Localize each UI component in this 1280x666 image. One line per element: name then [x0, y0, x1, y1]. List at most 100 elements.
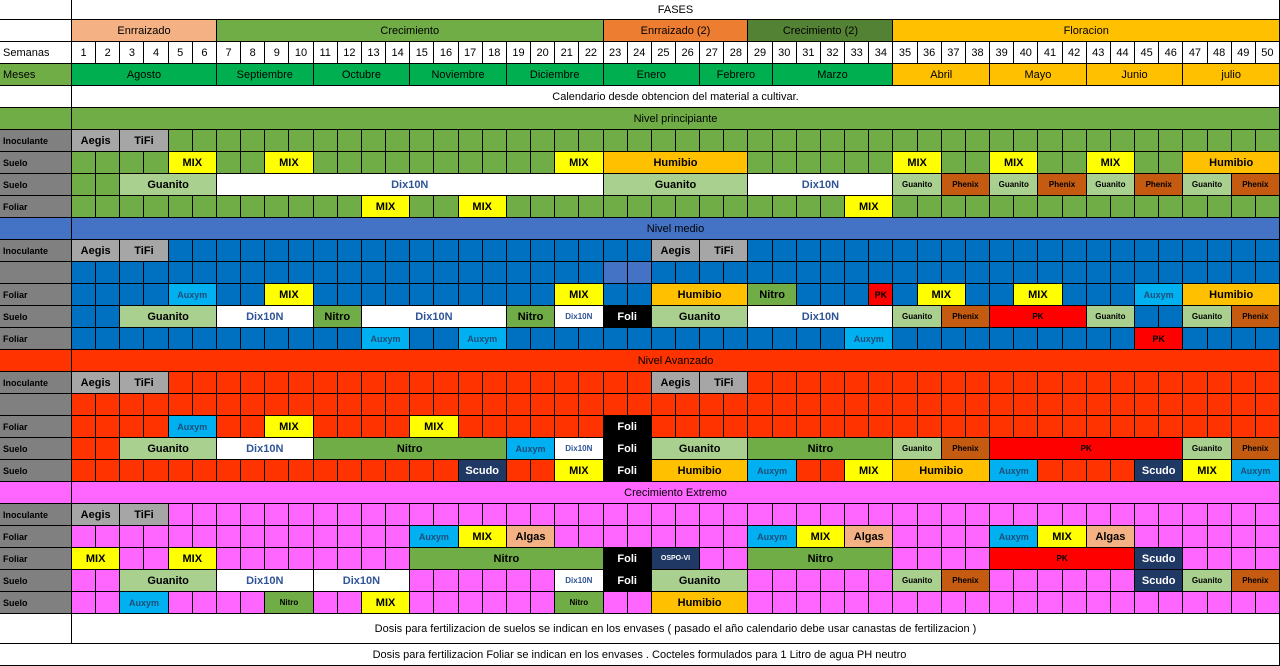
- bar-auxym: Auxym: [361, 328, 411, 350]
- bar-dix10n: Dix10N: [748, 174, 894, 196]
- grid-cell: [506, 416, 532, 438]
- month-febrero: Febrero: [700, 64, 773, 86]
- grid-cell: [1086, 504, 1111, 526]
- grid-cell: [1038, 262, 1063, 284]
- grid-cell: [965, 262, 991, 284]
- grid-cell: [1135, 416, 1160, 438]
- bar-nitro: Nitro: [410, 548, 604, 570]
- bar-mix: MIX: [893, 152, 942, 174]
- grid-cell: [361, 416, 387, 438]
- grid-cell: [1135, 592, 1160, 614]
- bar-mix: MIX: [361, 196, 411, 218]
- week-number: 13: [361, 42, 387, 64]
- bar-guanito: Guanito: [893, 174, 942, 196]
- week-number: 14: [386, 42, 411, 64]
- bar-phenix: Phenix: [1231, 174, 1280, 196]
- grid-cell: [917, 592, 942, 614]
- grid-cell: [72, 306, 97, 328]
- grid-cell: [482, 152, 507, 174]
- grid-cell: [506, 152, 532, 174]
- grid-cell: [168, 328, 193, 350]
- grid-cell: [1062, 262, 1087, 284]
- grid-cell: [289, 548, 314, 570]
- grid-cell: [1135, 262, 1160, 284]
- section-title: Nivel principiante: [72, 108, 1280, 130]
- week-number: 16: [434, 42, 459, 64]
- grid-cell: [941, 394, 966, 416]
- bar-guanito: Guanito: [1183, 174, 1232, 196]
- bar-auxym: Auxym: [748, 526, 797, 548]
- grid-cell: [1183, 416, 1208, 438]
- grid-cell: [144, 416, 169, 438]
- grid-cell: [579, 504, 604, 526]
- row-label: Foliar: [0, 284, 72, 306]
- week-number: 17: [458, 42, 483, 64]
- grid-cell: [386, 152, 411, 174]
- grid-cell: [555, 504, 580, 526]
- grid-cell: [917, 504, 942, 526]
- grid-cell: [265, 262, 290, 284]
- grid-cell: [144, 526, 169, 548]
- grid-cell: [603, 196, 628, 218]
- grid-cell: [410, 504, 435, 526]
- grid-cell: [1183, 592, 1208, 614]
- grid-cell: [1159, 372, 1184, 394]
- bar-dix10n: Dix10N: [216, 438, 314, 460]
- grid-cell: [1062, 152, 1087, 174]
- grid-cell: [313, 526, 338, 548]
- grid-cell: [168, 130, 193, 152]
- bar-guanito: Guanito: [651, 438, 749, 460]
- bar-mix: MIX: [555, 460, 604, 482]
- calendar-note: Calendario desde obtencion del material …: [72, 86, 1280, 108]
- bar-mix: MIX: [72, 548, 121, 570]
- bar-mix: MIX: [990, 152, 1039, 174]
- bar-pk: PK: [990, 438, 1184, 460]
- grid-cell: [965, 504, 991, 526]
- bar-mix: MIX: [1014, 284, 1063, 306]
- grid-cell: [1062, 372, 1087, 394]
- grid-cell: [748, 130, 773, 152]
- grid-cell: [120, 152, 145, 174]
- grid-cell: [192, 526, 217, 548]
- grid-cell: [241, 328, 266, 350]
- grid-cell: [1231, 130, 1256, 152]
- grid-cell: [458, 372, 483, 394]
- grid-cell: [313, 284, 338, 306]
- week-number: 29: [748, 42, 773, 64]
- grid-cell: [1183, 240, 1208, 262]
- grid-cell: [772, 504, 797, 526]
- grid-cell: [555, 526, 580, 548]
- grid-cell: [676, 328, 701, 350]
- grid-cell: [1231, 394, 1256, 416]
- grid-cell: [72, 284, 97, 306]
- grid-cell: [724, 130, 749, 152]
- bar-tifi: TiFi: [120, 372, 169, 394]
- row-label: Foliar: [0, 196, 72, 218]
- grid-cell: [531, 328, 556, 350]
- row-label: Suelo: [0, 438, 72, 460]
- grid-cell: [410, 328, 435, 350]
- week-number: 6: [192, 42, 217, 64]
- grid-cell: [1255, 328, 1280, 350]
- week-number: 25: [651, 42, 676, 64]
- grid-cell: [965, 592, 991, 614]
- grid-cell: [651, 416, 676, 438]
- grid-cell: [845, 504, 870, 526]
- grid-cell: [748, 262, 773, 284]
- grid-cell: [265, 372, 290, 394]
- grid-cell: [772, 240, 797, 262]
- grid-cell: [96, 196, 121, 218]
- month-junio: Junio: [1086, 64, 1184, 86]
- grid-cell: [579, 526, 604, 548]
- grid-cell: [820, 284, 846, 306]
- bar-phenix: Phenix: [1038, 174, 1087, 196]
- grid-cell: [676, 394, 701, 416]
- grid-cell: [96, 328, 121, 350]
- grid-cell: [965, 328, 991, 350]
- grid-cell: [772, 416, 797, 438]
- grid-cell: [796, 570, 821, 592]
- grid-cell: [1038, 460, 1063, 482]
- grid-cell: [216, 284, 242, 306]
- bar-aegis: Aegis: [651, 372, 701, 394]
- grid-cell: [845, 284, 870, 306]
